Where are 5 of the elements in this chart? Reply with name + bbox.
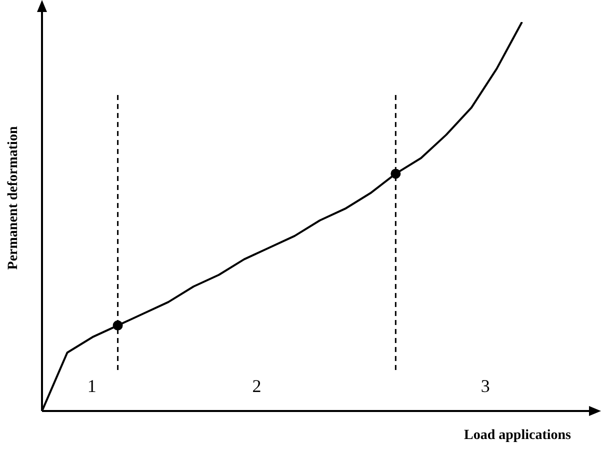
annotation: 3 [480,376,490,396]
annotation: 2 [252,376,262,396]
y-axis-title: Permanent deformation [6,125,22,272]
annotation: 1 [87,376,96,396]
x-axis-title: Load applications [464,428,571,444]
